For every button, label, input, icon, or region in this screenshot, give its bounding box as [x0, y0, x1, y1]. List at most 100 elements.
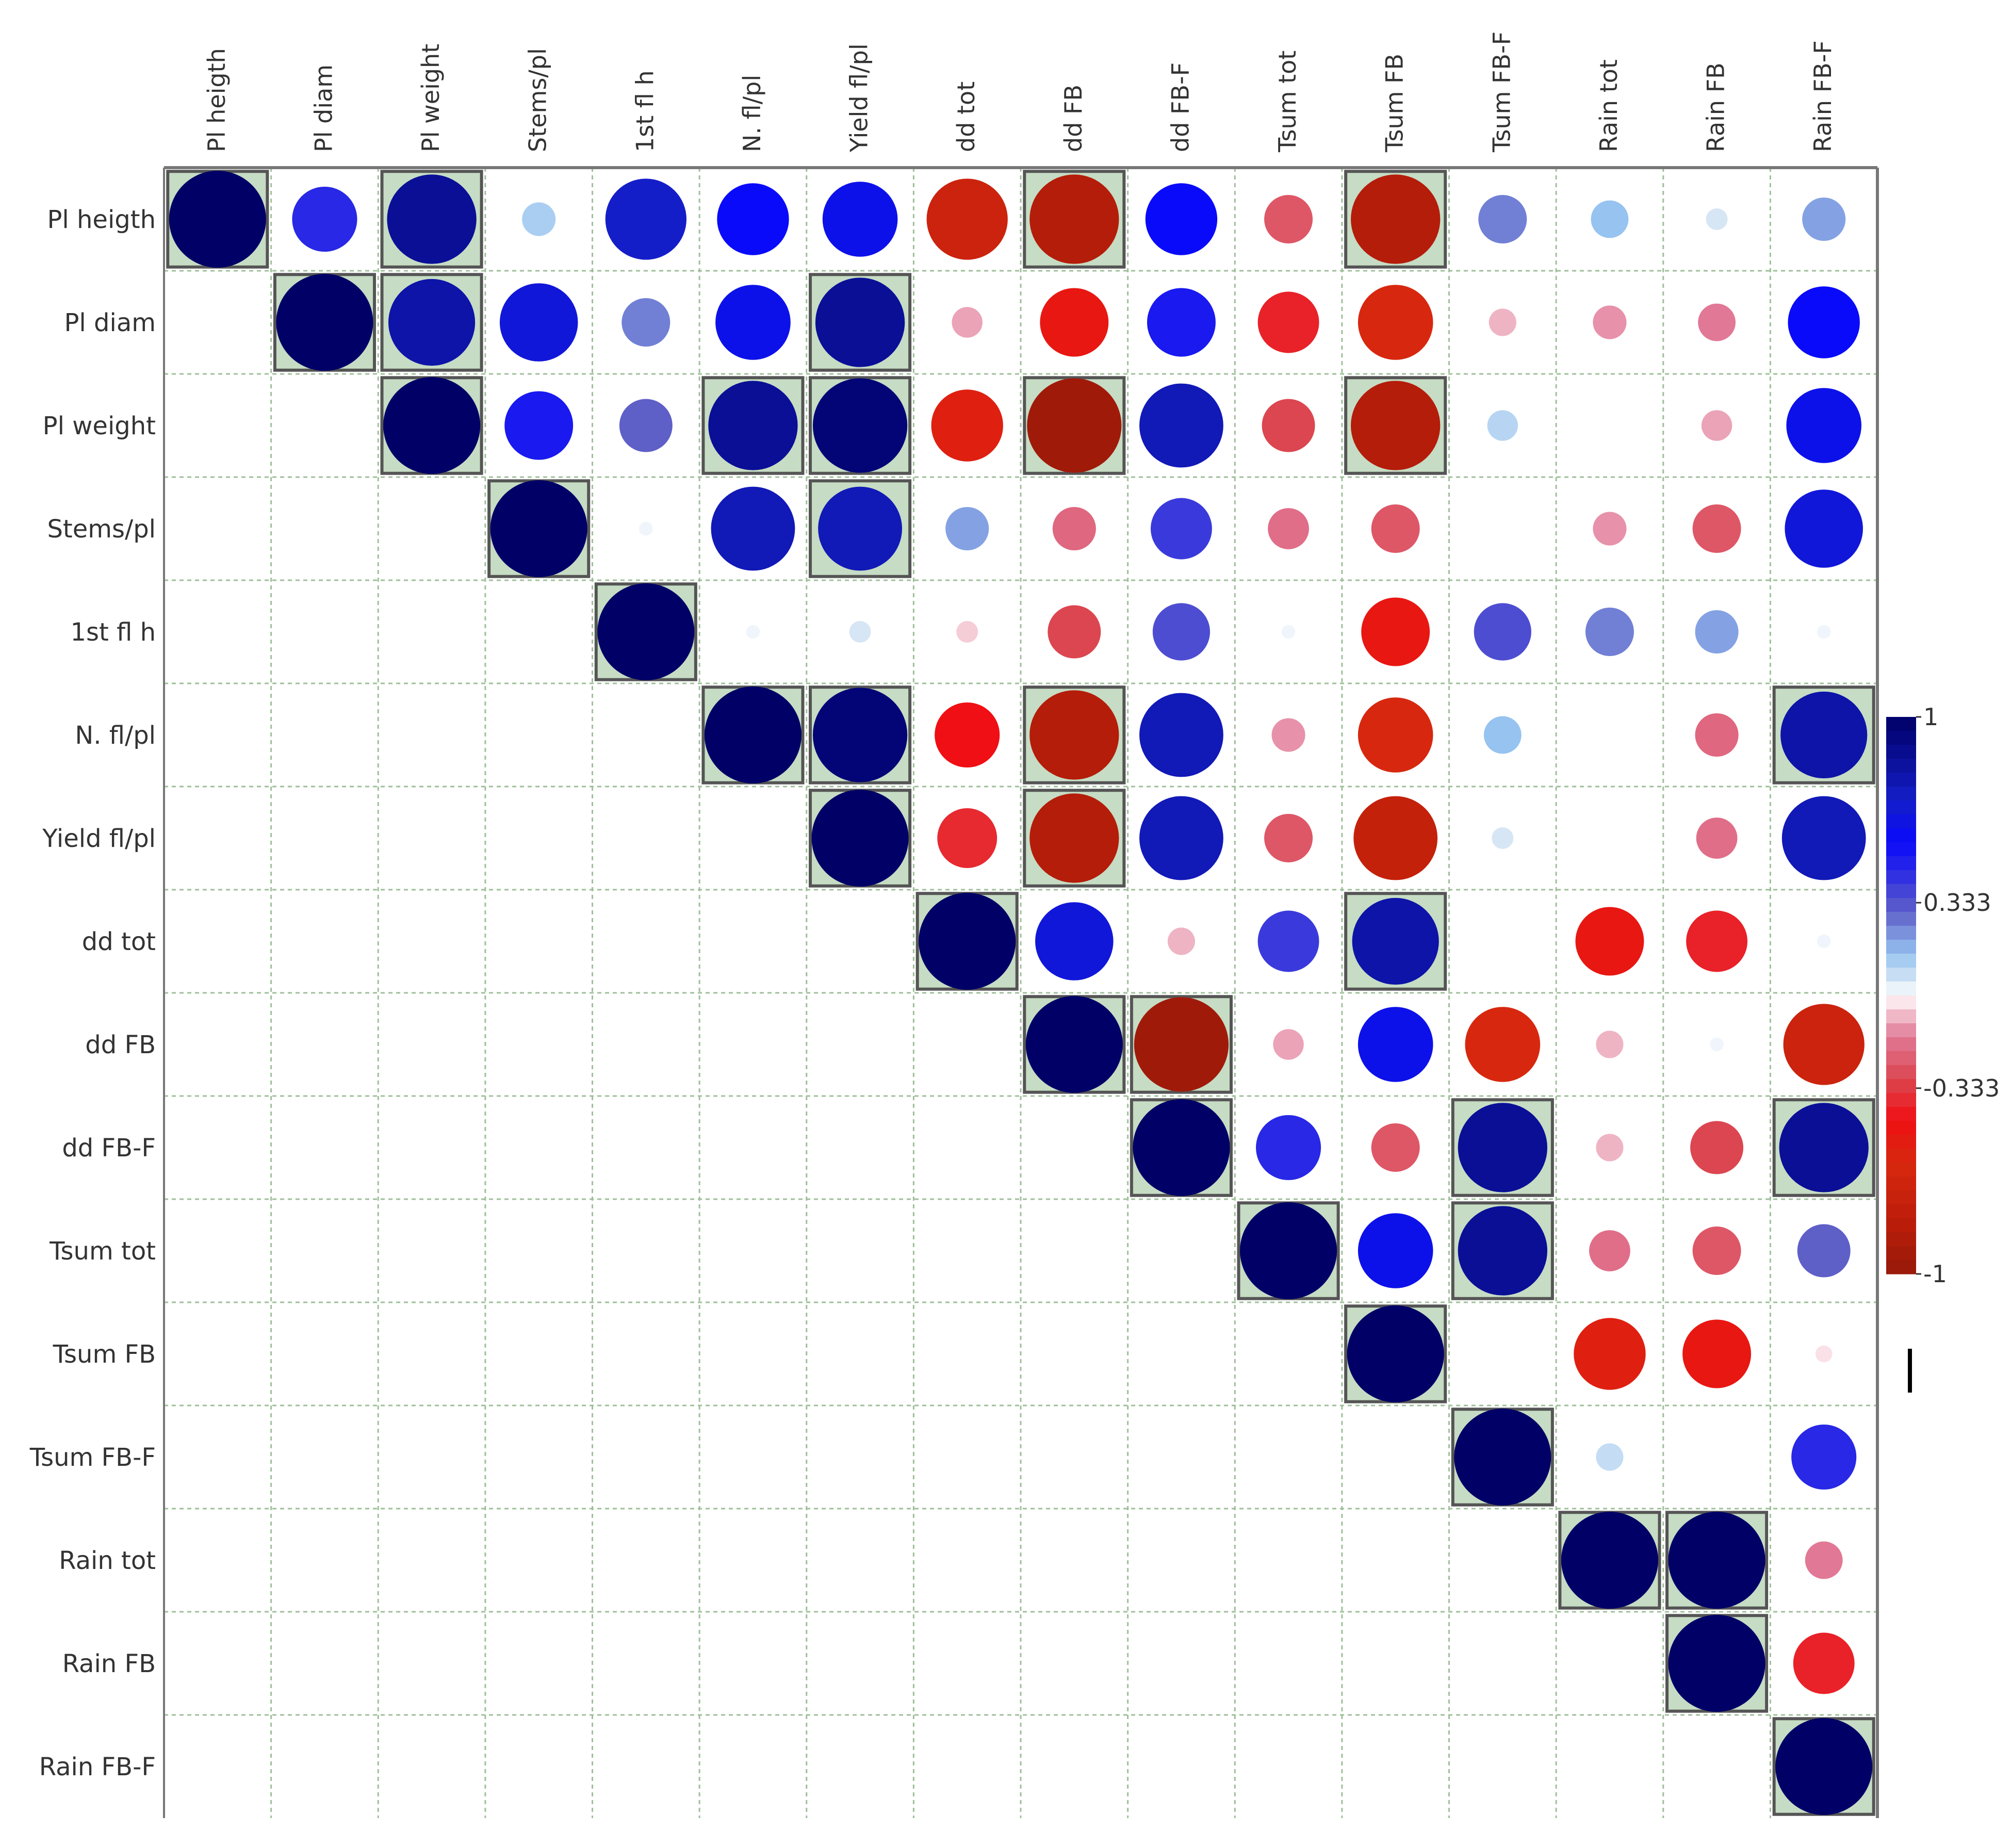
colorbar-segment — [1886, 898, 1916, 912]
row-label: Pl diam — [64, 308, 156, 337]
corr-circle-0-15 — [1802, 197, 1846, 241]
corr-circle-11-15 — [1815, 1345, 1833, 1363]
corr-circle-3-8 — [1052, 506, 1096, 551]
column-label: dd FB-F — [1166, 62, 1194, 152]
corr-circle-0-14 — [1706, 208, 1728, 231]
corr-circle-0-2 — [387, 174, 477, 264]
corr-circle-13-14 — [1668, 1512, 1765, 1609]
colorbar-segment — [1886, 759, 1916, 773]
colorbar-segment — [1886, 995, 1916, 1010]
corr-circle-5-12 — [1483, 716, 1522, 754]
corr-circle-10-14 — [1692, 1226, 1741, 1275]
corr-circle-5-11 — [1358, 697, 1433, 773]
colorbar-segment — [1886, 870, 1916, 885]
corr-circle-9-11 — [1371, 1123, 1420, 1172]
corr-circle-0-4 — [605, 178, 686, 260]
colorbar-segment — [1886, 828, 1916, 843]
corr-circle-0-8 — [1029, 174, 1119, 264]
corr-circle-12-13 — [1596, 1443, 1624, 1471]
column-label: 1st fl h — [631, 70, 659, 152]
corr-circle-4-10 — [1281, 625, 1296, 639]
corr-circle-9-15 — [1779, 1103, 1869, 1192]
corr-circle-9-13 — [1596, 1134, 1624, 1162]
corr-circle-6-7 — [937, 808, 998, 868]
corr-circle-6-8 — [1029, 793, 1119, 883]
column-label: N. fl/pl — [738, 75, 766, 152]
corr-circle-1-3 — [499, 283, 578, 362]
corr-circle-11-11 — [1347, 1305, 1444, 1402]
corr-circle-12-15 — [1791, 1424, 1857, 1490]
column-label: Tsum FB-F — [1487, 31, 1515, 153]
row-label: Tsum FB-F — [29, 1443, 156, 1472]
colorbar-tick-label: 1 — [1923, 703, 1938, 731]
corr-circle-1-14 — [1698, 303, 1736, 341]
corr-circle-4-4 — [597, 583, 695, 680]
column-label: Rain FB-F — [1809, 40, 1837, 152]
colorbar-segment — [1886, 1190, 1916, 1205]
corr-circle-7-7 — [919, 893, 1016, 990]
corr-circle-8-13 — [1596, 1031, 1624, 1058]
corr-circle-2-11 — [1351, 381, 1441, 470]
row-label: dd FB — [85, 1031, 156, 1059]
corr-circle-0-0 — [169, 171, 266, 268]
corr-circle-13-13 — [1561, 1512, 1658, 1609]
column-label: Yield fl/pl — [845, 43, 873, 153]
corr-circle-6-10 — [1264, 814, 1313, 862]
corr-circle-4-5 — [746, 625, 760, 639]
corr-circle-1-2 — [388, 279, 476, 366]
corr-circle-13-15 — [1805, 1541, 1843, 1579]
corr-circle-6-15 — [1781, 796, 1866, 880]
colorbar-segment — [1886, 1079, 1916, 1093]
colorbar-segment — [1886, 1093, 1916, 1107]
corr-circle-4-8 — [1048, 605, 1101, 659]
colorbar-segment — [1886, 884, 1916, 898]
corr-circle-0-3 — [522, 202, 556, 236]
corr-circle-6-14 — [1696, 817, 1738, 859]
corr-circle-8-9 — [1134, 997, 1229, 1092]
column-label: Pl heigth — [203, 48, 231, 152]
column-label: Tsum FB — [1381, 54, 1409, 153]
row-label: Tsum FB — [53, 1340, 156, 1369]
corr-circle-8-11 — [1358, 1007, 1433, 1082]
row-label: dd FB-F — [62, 1134, 156, 1163]
colorbar-segment — [1886, 1176, 1916, 1191]
colorbar-segment — [1886, 745, 1916, 759]
corr-circle-2-15 — [1786, 388, 1861, 463]
corr-circle-9-9 — [1133, 1099, 1230, 1196]
corr-circle-2-9 — [1139, 383, 1223, 468]
corr-circle-0-5 — [717, 183, 789, 255]
corr-circle-10-13 — [1589, 1230, 1630, 1271]
corr-circle-12-12 — [1454, 1409, 1551, 1506]
corr-circle-0-13 — [1591, 200, 1629, 238]
corr-circle-2-4 — [619, 399, 673, 452]
corr-circle-3-10 — [1268, 508, 1309, 549]
corr-circle-0-9 — [1145, 183, 1218, 255]
row-label: Tsum tot — [49, 1237, 156, 1266]
colorbar-tick-label: -0.333 — [1923, 1074, 2000, 1102]
corr-circle-10-10 — [1240, 1202, 1337, 1299]
colorbar-segment — [1886, 1149, 1916, 1163]
corr-circle-8-12 — [1465, 1007, 1541, 1082]
column-label: dd tot — [952, 81, 980, 152]
colorbar-segment — [1886, 912, 1916, 926]
colorbar-segment — [1886, 1260, 1916, 1274]
row-label: Stems/pl — [47, 515, 156, 544]
corr-circle-6-12 — [1492, 827, 1514, 849]
corr-circle-5-8 — [1029, 690, 1119, 780]
row-label: dd tot — [82, 927, 156, 956]
colorbar-segment — [1886, 1051, 1916, 1066]
colorbar-segment — [1886, 717, 1916, 731]
corr-circle-11-14 — [1682, 1319, 1752, 1388]
corr-circle-10-15 — [1797, 1224, 1851, 1278]
corr-circle-1-4 — [622, 298, 671, 347]
corr-circle-8-10 — [1273, 1029, 1304, 1060]
corr-circle-2-12 — [1487, 410, 1518, 441]
corr-circle-0-1 — [292, 186, 357, 252]
corr-circle-5-14 — [1695, 713, 1739, 757]
colorbar-segment — [1886, 1135, 1916, 1149]
corr-circle-9-14 — [1690, 1121, 1744, 1174]
colorbar-tick-label: 0.333 — [1923, 889, 1991, 917]
row-label: Rain FB — [62, 1649, 156, 1678]
corr-circle-1-13 — [1593, 305, 1627, 339]
